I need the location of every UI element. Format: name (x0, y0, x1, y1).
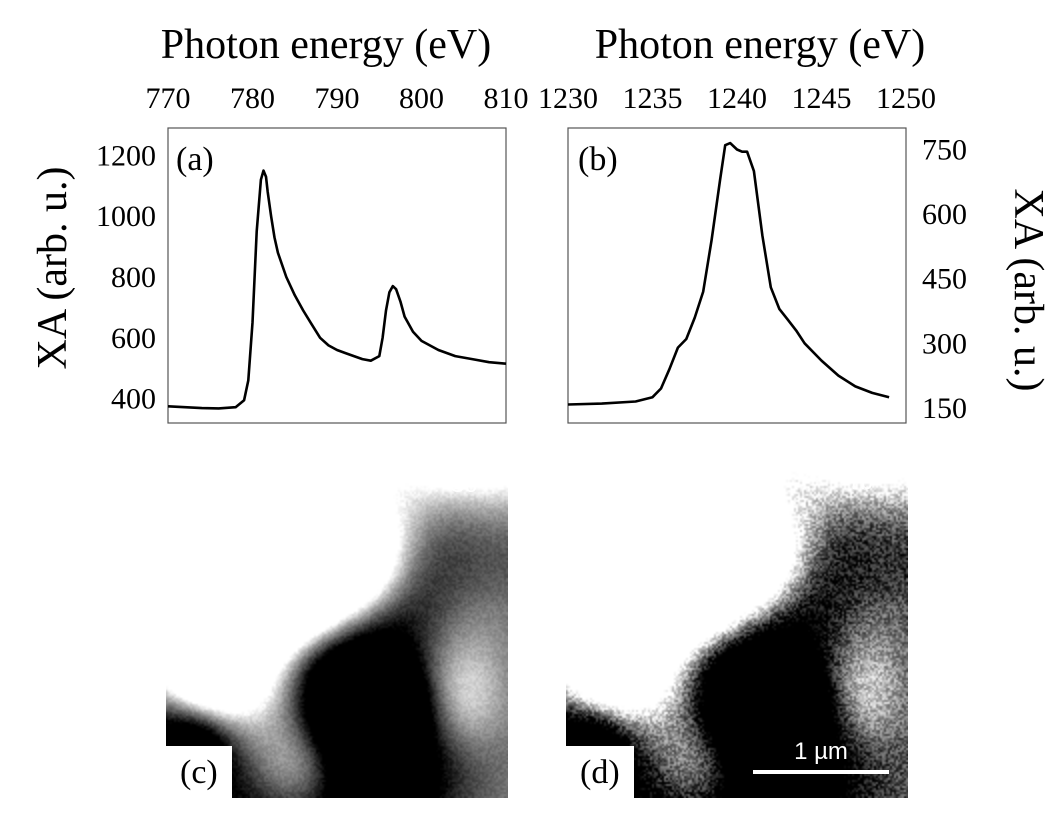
panel-b-y-tick-label: 600 (922, 198, 967, 231)
co-map-label: Co (449, 472, 478, 497)
panel-b-x-tick-label: 1235 (623, 82, 683, 115)
tb-map-image: Tb (d) 1 µm (566, 442, 908, 798)
panel-b-chart: Photon energy (eV) 1230 1235 1240 1245 1250 … (538, 22, 1051, 425)
panel-b-x-tick-label: 1250 (876, 82, 936, 115)
scale-bar-line (753, 770, 889, 774)
panel-a-spectrum-line (167, 169, 507, 410)
panel-a-y-axis-title: XA (arb. u.) (30, 167, 76, 370)
panel-b-x-ticks: 1230 1235 1240 1245 1250 (538, 82, 936, 115)
panel-a-x-tick-label: 790 (315, 82, 360, 115)
tb-map-canvas (566, 442, 908, 798)
panel-b-y-tick-label: 450 (922, 263, 967, 296)
panel-b-x-tick-label: 1230 (538, 82, 598, 115)
panel-a-x-tick-label: 770 (146, 82, 191, 115)
panel-a-x-tick-label: 780 (230, 82, 275, 115)
co-map-image: Co (c) (166, 442, 508, 798)
scale-bar-label: 1 µm (794, 738, 848, 765)
panel-a-y-ticks: 400 600 800 1000 1200 (96, 139, 156, 415)
panel-b-x-tick-label: 1240 (707, 82, 767, 115)
panel-a-y-tick-label: 800 (111, 261, 156, 294)
panel-a-chart: Photon energy (eV) 770 780 790 800 810 400 60… (30, 22, 529, 424)
panel-a-x-ticks: 770 780 790 800 810 (146, 82, 529, 115)
panel-b-spectrum-line (567, 141, 890, 406)
panel-b-y-axis-title: XA (arb. u.) (1005, 189, 1051, 392)
co-map-canvas (166, 442, 508, 798)
panel-b-y-ticks: 150 300 450 600 750 (922, 134, 967, 425)
scale-bar: 1 µm (753, 732, 889, 774)
panel-a-y-tick-label: 600 (111, 322, 156, 355)
panel-b-y-tick-label: 750 (922, 134, 967, 167)
panel-a-label: (a) (176, 141, 214, 178)
panel-a-y-tick-label: 1200 (96, 139, 156, 172)
panel-a-frame (167, 127, 507, 424)
panel-b-frame (567, 127, 907, 424)
panel-b-x-tick-label: 1245 (792, 82, 852, 115)
panel-b-y-tick-label: 300 (922, 327, 967, 360)
panel-c-label: (c) (166, 746, 232, 798)
panel-a-x-tick-label: 810 (484, 82, 529, 115)
panel-b-label: (b) (578, 141, 618, 178)
panel-a-x-axis-title: Photon energy (eV) (161, 22, 491, 68)
panel-b-x-axis-title: Photon energy (eV) (595, 22, 925, 68)
panel-d-label: (d) (566, 746, 634, 798)
panel-a-y-tick-label: 1000 (96, 200, 156, 233)
panel-a-y-tick-label: 400 (111, 383, 156, 416)
panel-b-y-tick-label: 150 (922, 392, 967, 425)
tb-map-label: Tb (847, 469, 873, 494)
panel-a-x-tick-label: 800 (399, 82, 444, 115)
